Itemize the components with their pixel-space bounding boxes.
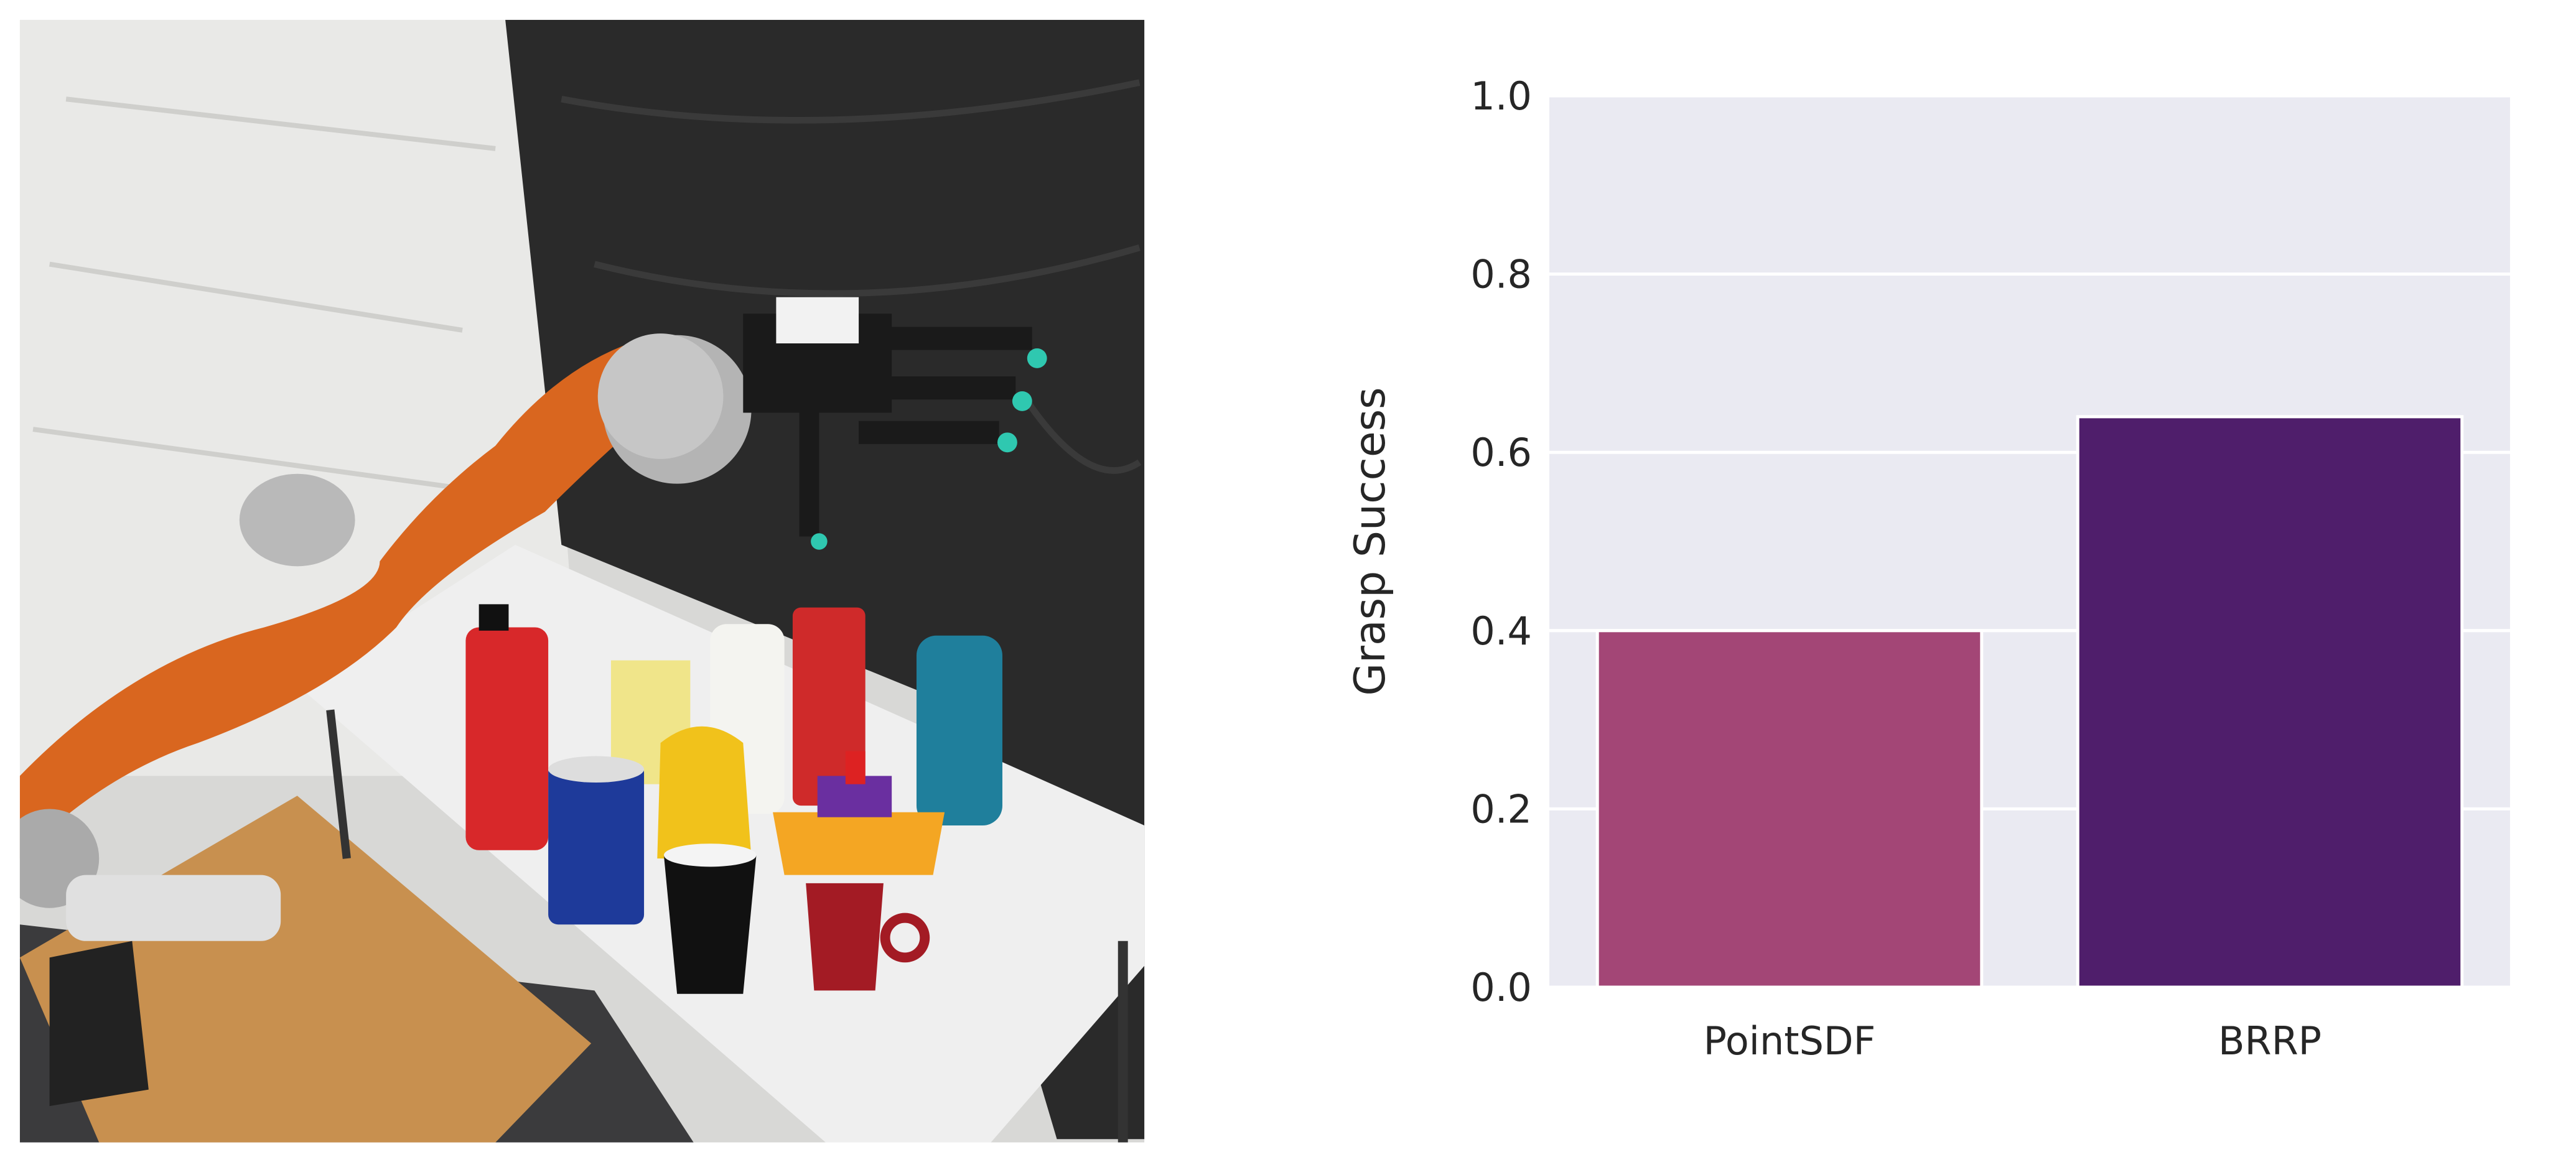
x-tick-label: PointSDF: [1704, 1018, 1876, 1064]
mustard-bottle: [657, 726, 752, 859]
water-bottle: [916, 635, 1002, 825]
y-tick-label: 0.6: [1470, 430, 1532, 475]
y-tick-label: 1.0: [1470, 73, 1532, 119]
bar-chart: 0.0 0.2 0.4 0.6 0.8 1.0 PointSDF BRRP Grasp Su…: [1346, 73, 2510, 1064]
y-tick-label: 0.0: [1470, 965, 1532, 1010]
red-mug: [806, 883, 884, 991]
bar-brrp: [2076, 415, 2464, 989]
y-tick-label: 0.2: [1470, 786, 1532, 832]
robot-photo: [19, 19, 1145, 1143]
y-tick-label: 0.4: [1470, 608, 1532, 654]
bar-pointsdf: [1595, 629, 1984, 989]
black-cup: [663, 855, 757, 994]
coffee-can: [548, 763, 645, 925]
drain-cleaner-bottle: [465, 627, 549, 850]
robot-arm: [19, 338, 694, 859]
x-tick-label: BRRP: [2218, 1018, 2322, 1064]
y-tick-label: 0.8: [1470, 252, 1532, 297]
y-axis-label: Grasp Success: [1346, 387, 1395, 695]
toy-car: [773, 812, 945, 875]
